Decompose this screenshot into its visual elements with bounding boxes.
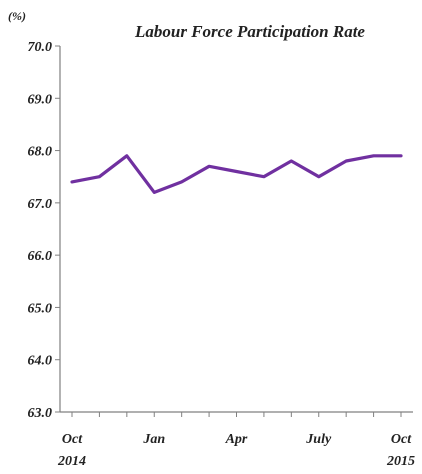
x-tick-label: Oct bbox=[391, 432, 412, 447]
chart-title: Labour Force Participation Rate bbox=[134, 22, 365, 41]
y-tick-label: 69.0 bbox=[28, 92, 53, 107]
data-point bbox=[262, 175, 266, 178]
data-point bbox=[207, 165, 211, 168]
y-tick-label: 63.0 bbox=[28, 406, 53, 421]
data-point bbox=[399, 154, 403, 157]
y-tick-label: 67.0 bbox=[28, 197, 53, 212]
data-point bbox=[125, 154, 129, 157]
series-line bbox=[70, 154, 403, 194]
x-axis-ticks: Oct 2014 Jan Apr July Oct 2015 bbox=[57, 412, 415, 469]
y-tick-label: 68.0 bbox=[28, 145, 53, 160]
data-point bbox=[235, 170, 238, 173]
data-point bbox=[290, 159, 293, 163]
data-point bbox=[153, 191, 156, 194]
series-layer bbox=[70, 154, 403, 194]
x-tick-label: Apr bbox=[225, 432, 248, 447]
y-tick-label: 70.0 bbox=[28, 40, 53, 55]
data-point bbox=[317, 175, 320, 178]
data-point bbox=[180, 180, 183, 184]
data-point bbox=[70, 180, 74, 184]
data-point bbox=[98, 175, 101, 178]
y-axis-ticks: 63.0 64.0 65.0 66.0 67.0 68.0 69.0 70.0 bbox=[28, 40, 60, 421]
chart-axes bbox=[59, 46, 413, 413]
x-tick-year-label: 2015 bbox=[386, 454, 415, 469]
y-tick-label: 65.0 bbox=[28, 301, 53, 316]
data-point bbox=[344, 159, 348, 163]
y-tick-label: 64.0 bbox=[28, 354, 53, 369]
x-tick-label: Jan bbox=[142, 432, 165, 447]
x-tick-label: July bbox=[305, 432, 332, 447]
x-tick-label: Oct bbox=[62, 432, 83, 447]
y-tick-label: 66.0 bbox=[28, 249, 53, 264]
y-unit-label: (%) bbox=[8, 9, 26, 23]
data-point bbox=[372, 154, 375, 157]
x-tick-year-label: 2014 bbox=[57, 454, 86, 469]
